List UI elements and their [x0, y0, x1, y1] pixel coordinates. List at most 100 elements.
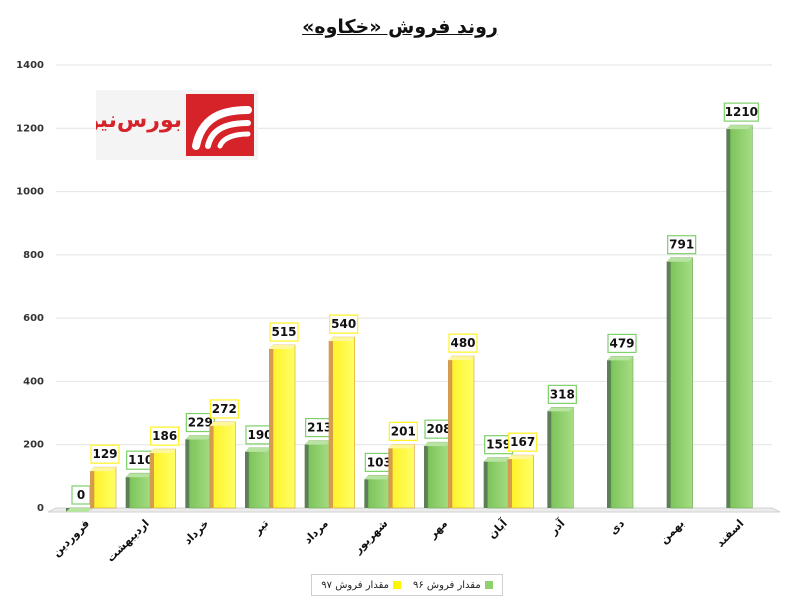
y-tick-label: 1200	[16, 123, 44, 134]
series-97-data-label: 515	[271, 325, 296, 339]
series-96-bar-top	[607, 356, 633, 361]
series-97-bar-side	[448, 356, 452, 508]
series-97-data-label-box	[508, 432, 538, 452]
x-tick-label: فروردین	[50, 517, 92, 559]
series-96-bar-side	[726, 125, 731, 508]
series-96-data-label: 159	[486, 438, 511, 452]
series-97-data-label-box	[388, 421, 418, 441]
series-97-bar-top	[507, 455, 534, 460]
series-96-data-label: 479	[609, 336, 634, 350]
chart-legend: مقدار فروش ۹۷ مقدار فروش ۹۶	[311, 574, 503, 596]
series-97-bar-top	[149, 449, 176, 454]
series-97-bar-side	[149, 449, 154, 508]
series-96-bar-side	[245, 447, 249, 508]
series-97-bar-top	[448, 356, 474, 361]
legend-label-96: مقدار فروش ۹۶	[413, 579, 481, 591]
series-97-bar-side	[388, 444, 393, 508]
series-97-bar-top	[90, 467, 116, 472]
x-tick-label: شهریور	[351, 517, 391, 557]
series-96-bar	[189, 435, 212, 509]
series-97-bar-top	[209, 421, 236, 426]
series-97-bar	[153, 448, 176, 509]
series-96-bar-top	[185, 435, 212, 440]
y-tick-label: 0	[37, 503, 44, 514]
series-96-bar	[368, 475, 391, 509]
legend-swatch-96	[484, 581, 493, 589]
series-96-bar	[129, 472, 152, 509]
series-96-data-label-box	[547, 384, 577, 404]
series-96-bar-top	[666, 257, 693, 262]
series-96-bar-top	[364, 475, 391, 480]
series-97-data-label: 201	[391, 424, 416, 438]
x-tick-label: مهر	[425, 517, 450, 542]
x-tick-label: خرداد	[181, 517, 211, 547]
x-tick-label: اردیبهشت	[104, 517, 152, 565]
series-96-bar-top	[547, 407, 574, 412]
series-97-bar	[332, 336, 355, 509]
series-96-bar-side	[304, 440, 309, 508]
series-96-data-label: 208	[426, 422, 451, 436]
series-97-bar	[93, 466, 117, 509]
series-97-bar	[451, 355, 475, 509]
series-96-bar-top	[304, 440, 331, 445]
series-97-data-label: 129	[92, 447, 117, 461]
legend-swatch-97	[393, 581, 401, 589]
series-97-bar	[272, 344, 296, 509]
series-96-bar-top	[424, 442, 450, 447]
y-tick-label: 1400	[16, 60, 44, 71]
series-96-bar-side	[547, 407, 552, 508]
series-96-data-label: 103	[367, 455, 392, 469]
series-97-data-label: 480	[450, 336, 475, 350]
series-97-bar-top	[328, 337, 355, 342]
series-96-data-label: 190	[247, 428, 272, 442]
series-96-bar	[730, 124, 753, 509]
y-tick-label: 1000	[16, 187, 44, 198]
series-96-bar-top	[726, 125, 753, 130]
series-97-data-label-box	[90, 444, 120, 464]
series-96-bar-side	[666, 257, 671, 508]
series-97-data-label-box	[329, 314, 359, 334]
x-tick-label: بهمن	[657, 517, 686, 546]
series-96-bar	[308, 440, 331, 509]
x-tick-label: اسفند	[714, 517, 747, 550]
series-96-bar-side	[483, 457, 488, 508]
logo-mark-icon	[186, 94, 254, 156]
series-96-bar	[487, 457, 510, 509]
series-96-bar-top	[125, 473, 152, 478]
series-97-data-label: 186	[152, 429, 177, 443]
series-96-data-label: 229	[188, 416, 213, 430]
y-tick-label: 200	[23, 440, 44, 451]
series-96-data-label: 110	[128, 453, 153, 467]
series-97-data-label-box	[448, 333, 478, 353]
series-96-data-label-box	[667, 235, 697, 255]
series-96-bar	[551, 407, 574, 509]
x-tick-label: مرداد	[301, 517, 330, 546]
series-97-bar-top	[269, 345, 295, 350]
series-96-data-label: 791	[669, 238, 694, 252]
series-97-data-label: 167	[510, 435, 535, 449]
series-97-bar	[511, 454, 534, 509]
x-tick-label: آبان	[485, 516, 510, 541]
chart-title: روند فروش «خکاوه»	[302, 16, 498, 38]
series-97-bar	[392, 444, 415, 509]
series-96-bar-side	[125, 473, 130, 508]
y-tick-label: 400	[23, 376, 44, 387]
series-96-bar-side	[424, 442, 428, 508]
series-96-bar	[427, 441, 451, 509]
series-97-bar-side	[328, 337, 333, 508]
series-96-data-label: 1210	[725, 105, 758, 119]
series-97-data-label: 272	[212, 402, 237, 416]
series-96-bar	[248, 447, 272, 509]
legend-label-97: مقدار فروش ۹۷	[321, 579, 389, 591]
series-97-bar-side	[269, 345, 273, 508]
series-96-bar-side	[185, 435, 190, 508]
series-96-bar-side	[607, 356, 611, 508]
brand-logo: بورس‌نیوز	[96, 90, 258, 160]
x-tick-label: تیر	[250, 517, 271, 538]
x-tick-label: آذر	[546, 516, 568, 538]
chart-title-wrap: روند فروش «خکاوه»	[0, 16, 800, 38]
series-96-data-label-box	[723, 102, 759, 122]
series-97-data-label-box	[150, 426, 180, 446]
